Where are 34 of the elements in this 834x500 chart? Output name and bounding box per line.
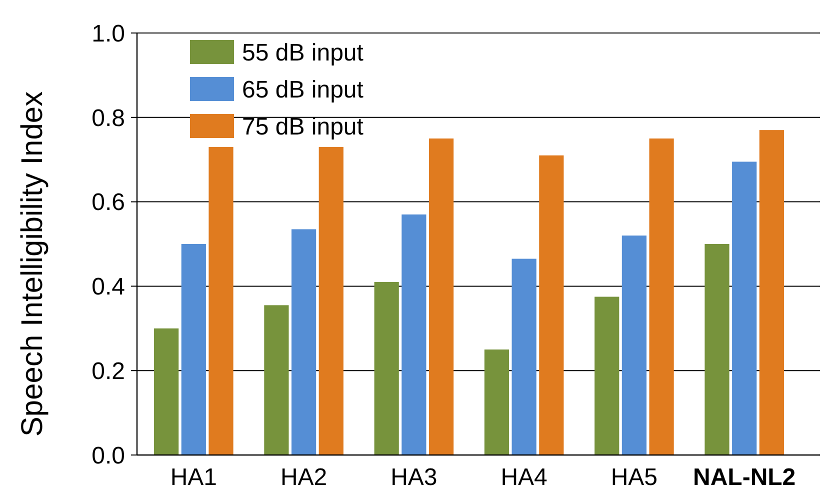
y-tick-label: 0.0 — [92, 442, 125, 470]
y-tick-label: 0.6 — [92, 189, 125, 216]
x-tick-label: HA4 — [500, 464, 548, 491]
y-tick-label: 1.0 — [92, 20, 125, 48]
x-tick-label: HA1 — [170, 464, 218, 491]
y-tick-label: 0.4 — [92, 274, 125, 301]
bar — [539, 155, 564, 455]
bar — [291, 229, 316, 455]
bar — [622, 236, 647, 455]
legend-label: 75 dB input — [242, 113, 364, 140]
bar — [402, 214, 426, 455]
legend-label: 65 dB input — [242, 76, 364, 104]
bar — [759, 130, 784, 455]
bar — [484, 350, 510, 455]
bar — [154, 328, 179, 455]
bar — [264, 305, 289, 455]
bar — [512, 258, 536, 455]
bar — [428, 138, 454, 455]
bar — [732, 162, 757, 455]
x-tick-label: HA3 — [390, 464, 438, 491]
bar — [181, 244, 206, 455]
x-tick-label: NAL-NL2 — [693, 464, 796, 491]
bar — [649, 138, 674, 455]
bar — [594, 296, 620, 455]
bar — [704, 244, 730, 455]
y-tick-label: 0.8 — [92, 104, 125, 132]
y-axis-title: Speech Intelligibility Index — [16, 91, 49, 437]
bar — [318, 146, 344, 455]
x-tick-label: HA2 — [280, 464, 328, 491]
bar — [208, 146, 234, 455]
bar — [374, 282, 399, 455]
legend-label: 55 dB input — [242, 39, 364, 66]
y-tick-label: 0.2 — [92, 358, 125, 385]
x-tick-label: HA5 — [610, 464, 658, 491]
